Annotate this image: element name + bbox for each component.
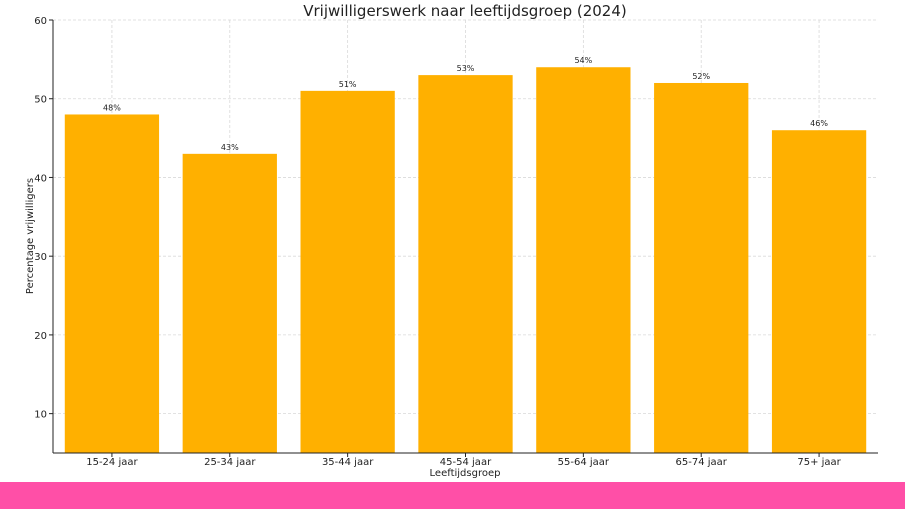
y-tick-label: 60 [34, 16, 47, 27]
bar-chart: 10 20 30 40 50 60 48% 15-24 jaar 43% 25-34 jaar 51… [25, 2, 878, 479]
footer-band [0, 482, 905, 509]
labels: 10 20 30 40 50 60 48% 15-24 jaar 43% 25-34 jaar 51… [34, 16, 841, 468]
data-label: 46% [810, 119, 828, 128]
bars [64, 67, 867, 454]
data-label: 48% [103, 103, 121, 112]
bar [64, 114, 160, 454]
x-tick-label: 75+ jaar [797, 457, 841, 468]
bar [300, 90, 395, 453]
bar [771, 130, 867, 453]
x-tick-label: 25-34 jaar [204, 457, 256, 468]
x-tick-label: 45-54 jaar [440, 457, 492, 468]
x-tick-label: 15-24 jaar [86, 457, 138, 468]
x-tick-label: 65-74 jaar [676, 457, 728, 468]
data-label: 43% [221, 143, 239, 152]
y-tick-label: 20 [34, 331, 47, 342]
y-axis-label: Percentage vrijwilligers [25, 178, 36, 294]
axes [49, 19, 878, 457]
bar [536, 67, 631, 454]
data-label: 52% [692, 72, 710, 81]
y-tick-label: 50 [34, 95, 47, 106]
data-label: 54% [574, 56, 592, 65]
y-tick-label: 10 [34, 410, 47, 421]
chart-area: 10 20 30 40 50 60 48% 15-24 jaar 43% 25-34 jaar 51… [25, 2, 878, 479]
bar [182, 153, 277, 453]
y-tick-label: 30 [34, 252, 47, 263]
bar [654, 82, 749, 454]
bar [418, 75, 513, 453]
y-tick-label: 40 [34, 173, 47, 184]
data-label: 51% [339, 80, 357, 89]
data-label: 53% [457, 64, 475, 73]
x-tick-label: 35-44 jaar [322, 457, 374, 468]
chart-title: Vrijwilligerswerk naar leeftijdsgroep (2… [303, 2, 627, 20]
x-axis-label: Leeftijdsgroep [430, 468, 501, 479]
x-tick-label: 55-64 jaar [558, 457, 610, 468]
